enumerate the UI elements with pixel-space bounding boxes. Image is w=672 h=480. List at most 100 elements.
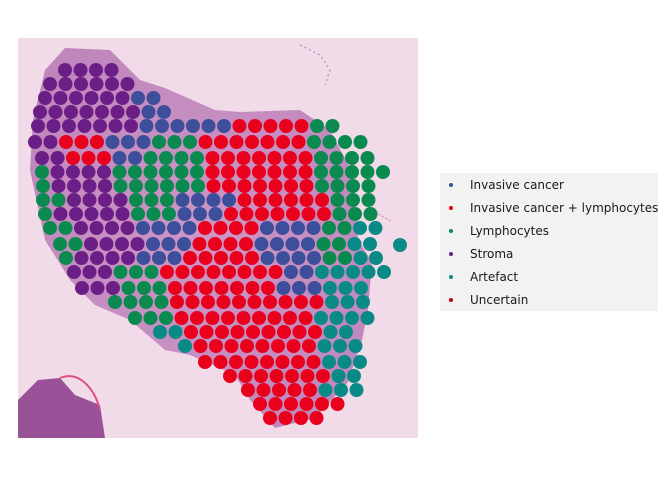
- spot: [241, 383, 255, 397]
- spot: [77, 119, 92, 133]
- spot: [316, 237, 331, 251]
- spot: [123, 295, 138, 309]
- spot: [74, 221, 88, 235]
- spot: [246, 325, 260, 339]
- spot: [330, 265, 345, 279]
- spot: [325, 119, 340, 133]
- spot: [267, 311, 282, 325]
- spot: [315, 193, 329, 207]
- spot: [67, 265, 81, 279]
- spot: [129, 193, 143, 207]
- spot: [279, 119, 293, 133]
- spot: [334, 383, 348, 397]
- spot: [299, 179, 314, 193]
- spot: [346, 193, 360, 207]
- legend-key: [440, 219, 458, 242]
- spot: [317, 207, 331, 221]
- spot: [161, 237, 176, 251]
- spot: [198, 355, 212, 369]
- legend-item: Invasive cancer: [440, 173, 564, 196]
- spot: [221, 311, 235, 325]
- spot: [153, 325, 167, 339]
- spot: [244, 221, 259, 235]
- spot: [199, 325, 214, 339]
- spot: [376, 165, 390, 179]
- spot: [345, 151, 359, 165]
- spot: [240, 339, 254, 353]
- spot: [89, 63, 103, 77]
- tissue-fragment: [18, 378, 105, 438]
- spot: [129, 265, 143, 279]
- spot: [337, 221, 352, 235]
- spot: [356, 295, 370, 309]
- spot: [260, 135, 275, 149]
- spot: [38, 207, 52, 221]
- spot: [81, 165, 96, 179]
- spot: [160, 193, 174, 207]
- spot: [90, 281, 105, 295]
- spot: [214, 281, 229, 295]
- spot: [229, 135, 244, 149]
- spot: [110, 105, 125, 119]
- spot: [261, 325, 276, 339]
- spot: [325, 295, 339, 309]
- spot: [143, 151, 158, 165]
- spot: [185, 295, 200, 309]
- spot: [112, 165, 127, 179]
- spot: [66, 151, 80, 165]
- spot: [248, 119, 262, 133]
- spot: [236, 165, 251, 179]
- spot: [347, 237, 362, 251]
- spot: [299, 265, 314, 279]
- spot: [299, 397, 314, 411]
- spot: [252, 165, 266, 179]
- spot: [329, 151, 344, 165]
- spot: [43, 221, 57, 235]
- spot: [182, 221, 197, 235]
- spot: [205, 165, 220, 179]
- spot: [136, 135, 151, 149]
- spot: [253, 265, 267, 279]
- spot: [307, 281, 322, 295]
- spot: [126, 105, 140, 119]
- spot: [201, 295, 215, 309]
- spot: [159, 165, 173, 179]
- spot: [230, 281, 244, 295]
- spot: [170, 119, 185, 133]
- spot: [237, 193, 252, 207]
- spot: [323, 281, 337, 295]
- spot: [144, 179, 159, 193]
- spot: [353, 251, 368, 265]
- spot: [306, 355, 321, 369]
- legend: Invasive cancer Invasive cancer + lymphoc…: [440, 173, 658, 311]
- spot: [299, 193, 314, 207]
- legend-dot: [449, 183, 453, 187]
- spot: [332, 207, 347, 221]
- spot: [190, 151, 204, 165]
- spot: [67, 179, 81, 193]
- spot: [183, 281, 198, 295]
- spot: [253, 179, 267, 193]
- spot: [224, 339, 239, 353]
- spot: [167, 221, 181, 235]
- spot: [275, 221, 290, 235]
- spot: [59, 251, 73, 265]
- spot: [33, 105, 47, 119]
- spot: [301, 237, 315, 251]
- spot: [73, 63, 88, 77]
- spot: [146, 237, 160, 251]
- spot: [128, 165, 142, 179]
- spot: [315, 179, 329, 193]
- spot: [363, 237, 377, 251]
- spot: [206, 265, 221, 279]
- spot: [294, 295, 308, 309]
- spot: [105, 221, 119, 235]
- spot: [170, 295, 184, 309]
- spot: [347, 369, 361, 383]
- spot: [256, 383, 271, 397]
- spot: [131, 91, 145, 105]
- spot: [307, 251, 321, 265]
- spot: [229, 251, 244, 265]
- spot: [268, 193, 283, 207]
- spot: [268, 265, 283, 279]
